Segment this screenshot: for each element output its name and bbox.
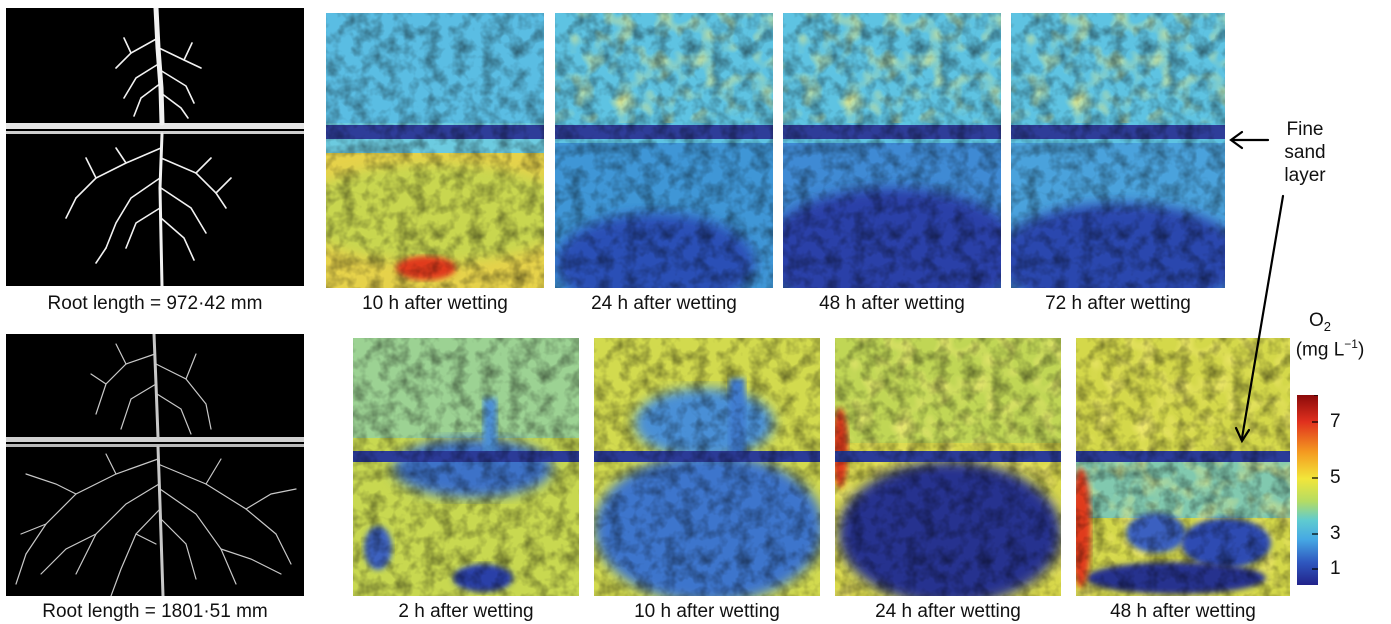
label-line-sand: sand [1284, 142, 1326, 163]
caption-bottom-3: 24 h after wetting [875, 601, 1021, 622]
colorbar-unit: (mg L−1) [1280, 333, 1380, 361]
o2-map-bottom-10h [594, 338, 820, 596]
colorbar-unit-open: (mg L [1295, 339, 1345, 361]
fine-sand-layer-label: Fine sand layer [1262, 118, 1348, 187]
colorbar-unit-sup: −1 [1344, 337, 1358, 351]
o2-map-bottom-24h [835, 338, 1061, 596]
caption-top-4: 72 h after wetting [1045, 293, 1191, 314]
colorbar-o-sub: 2 [1323, 318, 1331, 334]
colorbar-o: O [1308, 310, 1324, 331]
caption-bottom-4: 48 h after wetting [1110, 601, 1256, 622]
colorbar-gradient [1297, 395, 1318, 585]
caption-top-2: 24 h after wetting [591, 293, 737, 314]
colorbar-unit-close: ) [1357, 339, 1365, 361]
o2-map-top-48h [783, 13, 1001, 288]
label-line-layer: layer [1284, 165, 1326, 186]
root-image-top [6, 8, 304, 286]
o2-map-bottom-2h [353, 338, 579, 596]
arrow-head-top [1229, 130, 1244, 150]
o2-map-top-10h [326, 13, 544, 288]
root-length-caption-top: Root length = 972·42 mm [47, 293, 263, 314]
root-image-bottom [6, 334, 304, 596]
caption-bottom-2: 10 h after wetting [634, 601, 780, 622]
colorbar [1297, 395, 1318, 585]
o2-map-top-24h [555, 13, 773, 288]
o2-map-top-72h [1011, 13, 1225, 288]
caption-top-1: 10 h after wetting [362, 293, 508, 314]
label-line-fine: Fine [1286, 119, 1324, 140]
o2-map-bottom-48h [1076, 338, 1290, 596]
colorbar-tick-3: 3 [1330, 523, 1341, 544]
caption-bottom-1: 2 h after wetting [398, 601, 534, 622]
colorbar-tick-5: 5 [1330, 467, 1341, 488]
caption-top-3: 48 h after wetting [819, 293, 965, 314]
colorbar-tick-7: 7 [1330, 411, 1341, 432]
colorbar-tick-1: 1 [1330, 558, 1341, 579]
colorbar-title: O2 [1290, 310, 1350, 338]
root-length-caption-bottom: Root length = 1801·51 mm [42, 601, 268, 622]
